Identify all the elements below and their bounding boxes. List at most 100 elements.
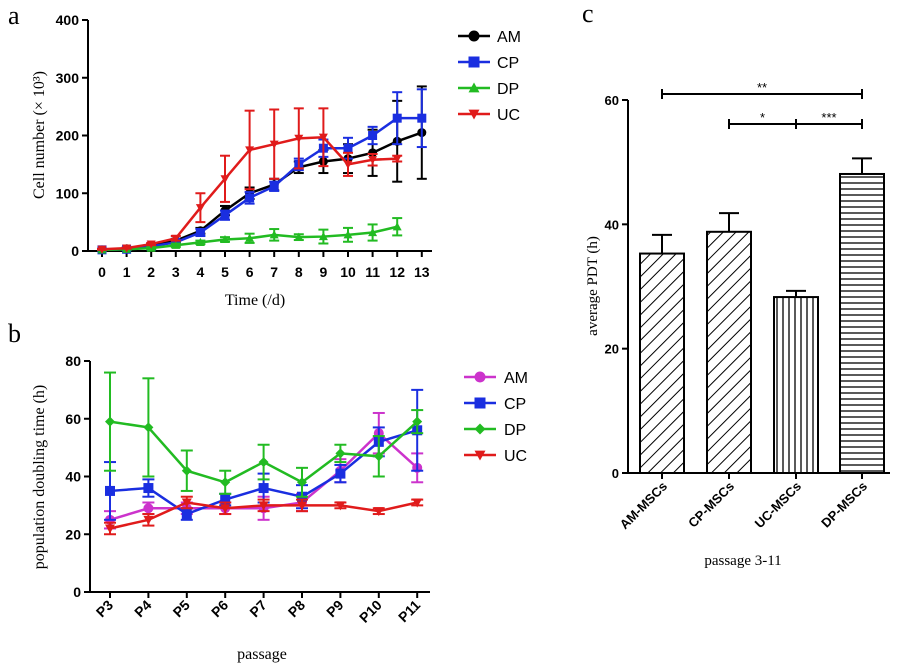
chart-c-xtick-label: DP-MSCs [818, 479, 870, 531]
chart-a-point-CP [195, 228, 205, 238]
chart-b-point-DP [258, 457, 269, 468]
chart-b-point-DP [181, 465, 192, 476]
chart-a-xtick-label: 6 [246, 264, 254, 280]
chart-a-xtick-label: 4 [197, 264, 205, 280]
chart-a-series-CP [97, 88, 427, 255]
chart-a-point-DP [269, 230, 279, 239]
chart-a-xlabel: Time (/d) [225, 292, 285, 309]
chart-c-ytick-label: 60 [605, 93, 619, 108]
chart-a-ytick-label: 300 [56, 70, 80, 86]
chart-b-point-AM [143, 503, 154, 514]
chart-a-xtick-label: 13 [414, 264, 430, 280]
chart-b-point-UC [335, 501, 346, 511]
chart-a-point-CP [417, 113, 427, 123]
chart-a-legend-label-AM: AM [497, 29, 521, 46]
chart-c-ytick-label: 40 [605, 217, 619, 232]
chart-c-ytick-label: 0 [612, 466, 619, 481]
panel-label-b: b [8, 319, 21, 348]
chart-a-xtick-label: 11 [365, 264, 380, 280]
chart-a-point-UC [122, 244, 132, 253]
chart-a-point-UC [195, 204, 205, 213]
chart-a-legend-marker-UC [468, 109, 480, 120]
chart-b-ytick-label: 80 [65, 353, 81, 369]
chart-b-legend-label-UC: UC [504, 448, 527, 465]
chart-b-point-DP [105, 416, 115, 427]
chart-c-bar-UC-MSCs [773, 296, 819, 474]
chart-b-xtick-label: P4 [131, 597, 155, 621]
chart-a-point-UC [97, 245, 107, 254]
chart-a-point-UC [318, 133, 328, 142]
chart-c-bar-AM-MSCs [639, 252, 685, 474]
panel-label-c: c [582, 0, 594, 28]
chart-a-ylabel: Cell number (× 10³) [31, 71, 48, 199]
chart-b-legend-marker-AM [474, 371, 486, 383]
chart-a-series-AM [97, 85, 427, 255]
chart-b-point-DP [220, 477, 231, 488]
chart-c-sig-label: ** [757, 80, 767, 95]
chart-a-point-CP [220, 210, 230, 220]
chart-a-point-AM [368, 148, 378, 158]
chart-a-point-DP [171, 240, 181, 249]
chart-b-ytick-label: 20 [65, 526, 81, 542]
chart-b-legend-label-AM: AM [504, 370, 528, 387]
chart-b-xtick-label: P3 [93, 597, 117, 621]
chart-b-point-UC [373, 507, 384, 517]
chart-c-ylabel: average PDT (h) [585, 236, 601, 336]
chart-b-point-UC [220, 504, 231, 514]
chart-a-xtick-label: 5 [221, 264, 229, 280]
chart-a-series-DP [97, 217, 403, 254]
chart-a-ytick-label: 100 [56, 185, 80, 201]
chart-a-point-CP [368, 131, 378, 140]
chart-b-point-DP [143, 422, 154, 433]
chart-a-point-UC [171, 234, 181, 243]
chart-a-point-DP [245, 233, 255, 242]
chart-a-ytick-label: 200 [56, 128, 80, 144]
chart-a-xtick-label: 2 [147, 264, 155, 280]
chart-a-point-DP [294, 232, 304, 241]
chart-b-point-CP [220, 494, 231, 505]
chart-b-xtick-label: P6 [208, 597, 232, 621]
chart-a-legend-marker-CP [468, 56, 480, 68]
chart-a-point-CP [343, 143, 353, 153]
chart-a-xtick-label: 9 [320, 264, 328, 280]
chart-b-legend-marker-CP [474, 397, 486, 409]
chart-b-point-CP [143, 483, 154, 494]
chart-b-point-CP [258, 483, 269, 494]
chart-b-xtick-label: P9 [323, 597, 347, 621]
chart-a-legend-marker-AM [468, 30, 480, 42]
chart-a-xtick-label: 3 [172, 264, 180, 280]
chart-b-point-UC [105, 524, 115, 534]
chart-a-xtick-label: 7 [270, 264, 278, 280]
chart-b-point-UC [181, 498, 192, 508]
chart-a-point-DP [195, 237, 205, 246]
chart-a-point-CP [245, 193, 255, 203]
chart-a-ytick-label: 0 [71, 243, 79, 259]
panel-label-a: a [8, 1, 20, 30]
chart-c-sig-label: * [760, 110, 765, 125]
chart-a-xtick-label: 1 [123, 264, 131, 280]
chart-b-ytick-label: 0 [73, 584, 81, 600]
chart-a-point-DP [392, 222, 402, 231]
chart-b-xtick-label: P11 [395, 597, 424, 626]
chart-a-point-UC [343, 160, 353, 169]
chart-b-ylabel: population doubling time (h) [31, 385, 48, 569]
chart-a-legend-label-CP: CP [497, 55, 519, 72]
chart-b-point-DP [412, 416, 423, 427]
chart-b-legend-label-CP: CP [504, 396, 526, 413]
chart-a-point-DP [220, 234, 230, 244]
chart-a-point-DP [368, 228, 378, 237]
chart-b-point-DP [297, 477, 307, 488]
chart-b-xtick-label: P10 [356, 597, 385, 626]
chart-c-xtick-label: CP-MSCs [685, 479, 737, 531]
chart-a-point-UC [294, 134, 304, 143]
chart-b-xtick-label: P7 [246, 597, 270, 621]
chart-a-point-UC [146, 240, 156, 249]
chart-b-point-CP [335, 468, 346, 479]
chart-c-bar-DP-MSCs [839, 172, 885, 474]
chart-b-point-CP [181, 509, 192, 520]
chart-b-series-CP [104, 388, 424, 521]
chart-b: 0 20 40 60 80 P3 P4 P5 P6 P7 P8 P9 P10 P11 AM CP DP UC [65, 353, 528, 626]
